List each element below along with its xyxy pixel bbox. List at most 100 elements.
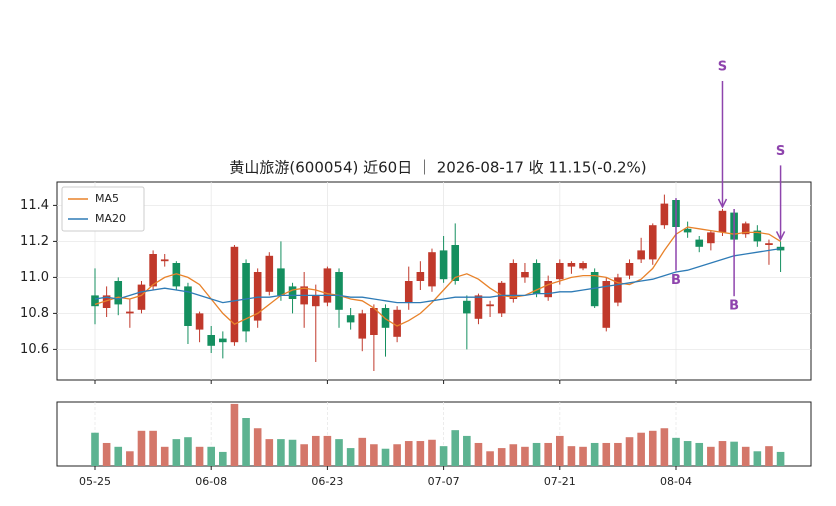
volume-bar bbox=[776, 451, 785, 466]
candle-body bbox=[521, 272, 529, 278]
volume-bar bbox=[300, 444, 308, 466]
volume-bar bbox=[370, 444, 378, 466]
volume-bar bbox=[637, 432, 645, 466]
candle-body bbox=[614, 277, 622, 303]
candle-body bbox=[416, 272, 425, 281]
volume-bar bbox=[509, 444, 518, 466]
chart-title: 黄山旅游(600054) 近60日 ｜ 2026-08-17 收 11.15(-… bbox=[229, 159, 646, 177]
candle-body bbox=[172, 263, 181, 287]
volume-bar bbox=[404, 441, 413, 466]
volume-bar bbox=[207, 446, 215, 466]
candle-body bbox=[451, 245, 460, 281]
volume-bar bbox=[660, 428, 669, 466]
candle-body bbox=[579, 263, 587, 269]
candle-body bbox=[590, 272, 599, 307]
candle-body bbox=[648, 225, 657, 260]
volume-bar bbox=[614, 442, 622, 466]
candle-body bbox=[765, 243, 773, 245]
candle-body bbox=[602, 281, 611, 328]
candle-body bbox=[265, 255, 274, 292]
candle-body bbox=[439, 250, 448, 280]
volume-bar bbox=[753, 451, 762, 466]
price-frame bbox=[56, 181, 812, 381]
volume-bar bbox=[428, 439, 436, 466]
volume-bar bbox=[149, 430, 157, 466]
x-tick-label: 07-07 bbox=[428, 475, 460, 488]
volume-bar bbox=[579, 446, 587, 466]
candle-body bbox=[114, 281, 123, 305]
x-tick-label: 07-21 bbox=[544, 475, 576, 488]
candle-body bbox=[311, 295, 320, 307]
candle-body bbox=[428, 252, 436, 287]
volume-bar bbox=[648, 430, 657, 466]
candle-body bbox=[230, 246, 239, 343]
volume-bar bbox=[567, 446, 576, 466]
volume-bar bbox=[683, 441, 692, 466]
candle-body bbox=[358, 313, 367, 339]
x-tick-label: 08-04 bbox=[660, 475, 692, 488]
volume-bar bbox=[718, 441, 727, 466]
signal-arrow bbox=[717, 198, 728, 209]
y-tick-label: 11.2 bbox=[20, 234, 49, 249]
volume-bar bbox=[358, 437, 367, 466]
volume-bar bbox=[160, 446, 169, 466]
candle-body bbox=[207, 335, 215, 346]
candle-body bbox=[404, 281, 413, 303]
volume-bar bbox=[346, 448, 355, 466]
candle-body bbox=[544, 281, 552, 298]
candle-body bbox=[707, 232, 715, 244]
volume-bar bbox=[625, 437, 634, 466]
signal-label: B bbox=[729, 299, 739, 314]
candle-body bbox=[160, 259, 169, 262]
legend-label: MA5 bbox=[95, 192, 119, 205]
x-tick-label: 05-25 bbox=[79, 475, 111, 488]
candle-body bbox=[486, 304, 494, 307]
volume-bar bbox=[463, 435, 471, 466]
volume-bar bbox=[556, 435, 564, 466]
y-tick-label: 11.0 bbox=[20, 270, 49, 285]
legend-label: MA20 bbox=[95, 212, 126, 225]
candle-body bbox=[381, 308, 390, 328]
x-tick-label: 06-08 bbox=[195, 475, 227, 488]
volume-bar bbox=[195, 446, 204, 466]
volume-bar bbox=[590, 442, 599, 466]
candle-body bbox=[683, 228, 692, 233]
volume-bar bbox=[126, 451, 134, 466]
volume-bar bbox=[451, 430, 460, 466]
candle-body bbox=[323, 268, 332, 303]
volume-bar bbox=[277, 439, 285, 466]
candle-body bbox=[277, 268, 285, 296]
volume-bar bbox=[137, 430, 146, 466]
volume-bar bbox=[219, 451, 227, 466]
candle-body bbox=[184, 286, 192, 326]
candle-body bbox=[126, 311, 134, 314]
candle-body bbox=[556, 263, 564, 280]
candle-body bbox=[718, 210, 727, 233]
candle-body bbox=[137, 284, 146, 310]
candle-body bbox=[474, 295, 483, 319]
volume-bar bbox=[265, 439, 274, 466]
volume-bar bbox=[288, 439, 297, 466]
y-tick-label: 10.8 bbox=[20, 306, 49, 321]
candle-body bbox=[393, 309, 401, 337]
signal-label: B bbox=[671, 273, 681, 288]
candle-body bbox=[346, 315, 355, 323]
volume-bar bbox=[532, 442, 541, 466]
volume-bar bbox=[544, 442, 552, 466]
candle-body bbox=[660, 203, 669, 226]
candle-body bbox=[219, 338, 227, 343]
volume-bar bbox=[730, 441, 738, 466]
candle-body bbox=[637, 250, 645, 260]
volume-bar bbox=[114, 446, 123, 466]
volume-bar bbox=[242, 418, 250, 466]
candle-body bbox=[335, 272, 343, 310]
volume-bar bbox=[91, 432, 99, 466]
volume-bar bbox=[741, 446, 750, 466]
ma-line bbox=[94, 226, 781, 327]
volume-bar bbox=[172, 439, 181, 466]
volume-bar bbox=[323, 435, 332, 466]
candle-body bbox=[532, 263, 541, 294]
candle-body bbox=[242, 263, 250, 332]
volume-bar bbox=[102, 442, 111, 466]
